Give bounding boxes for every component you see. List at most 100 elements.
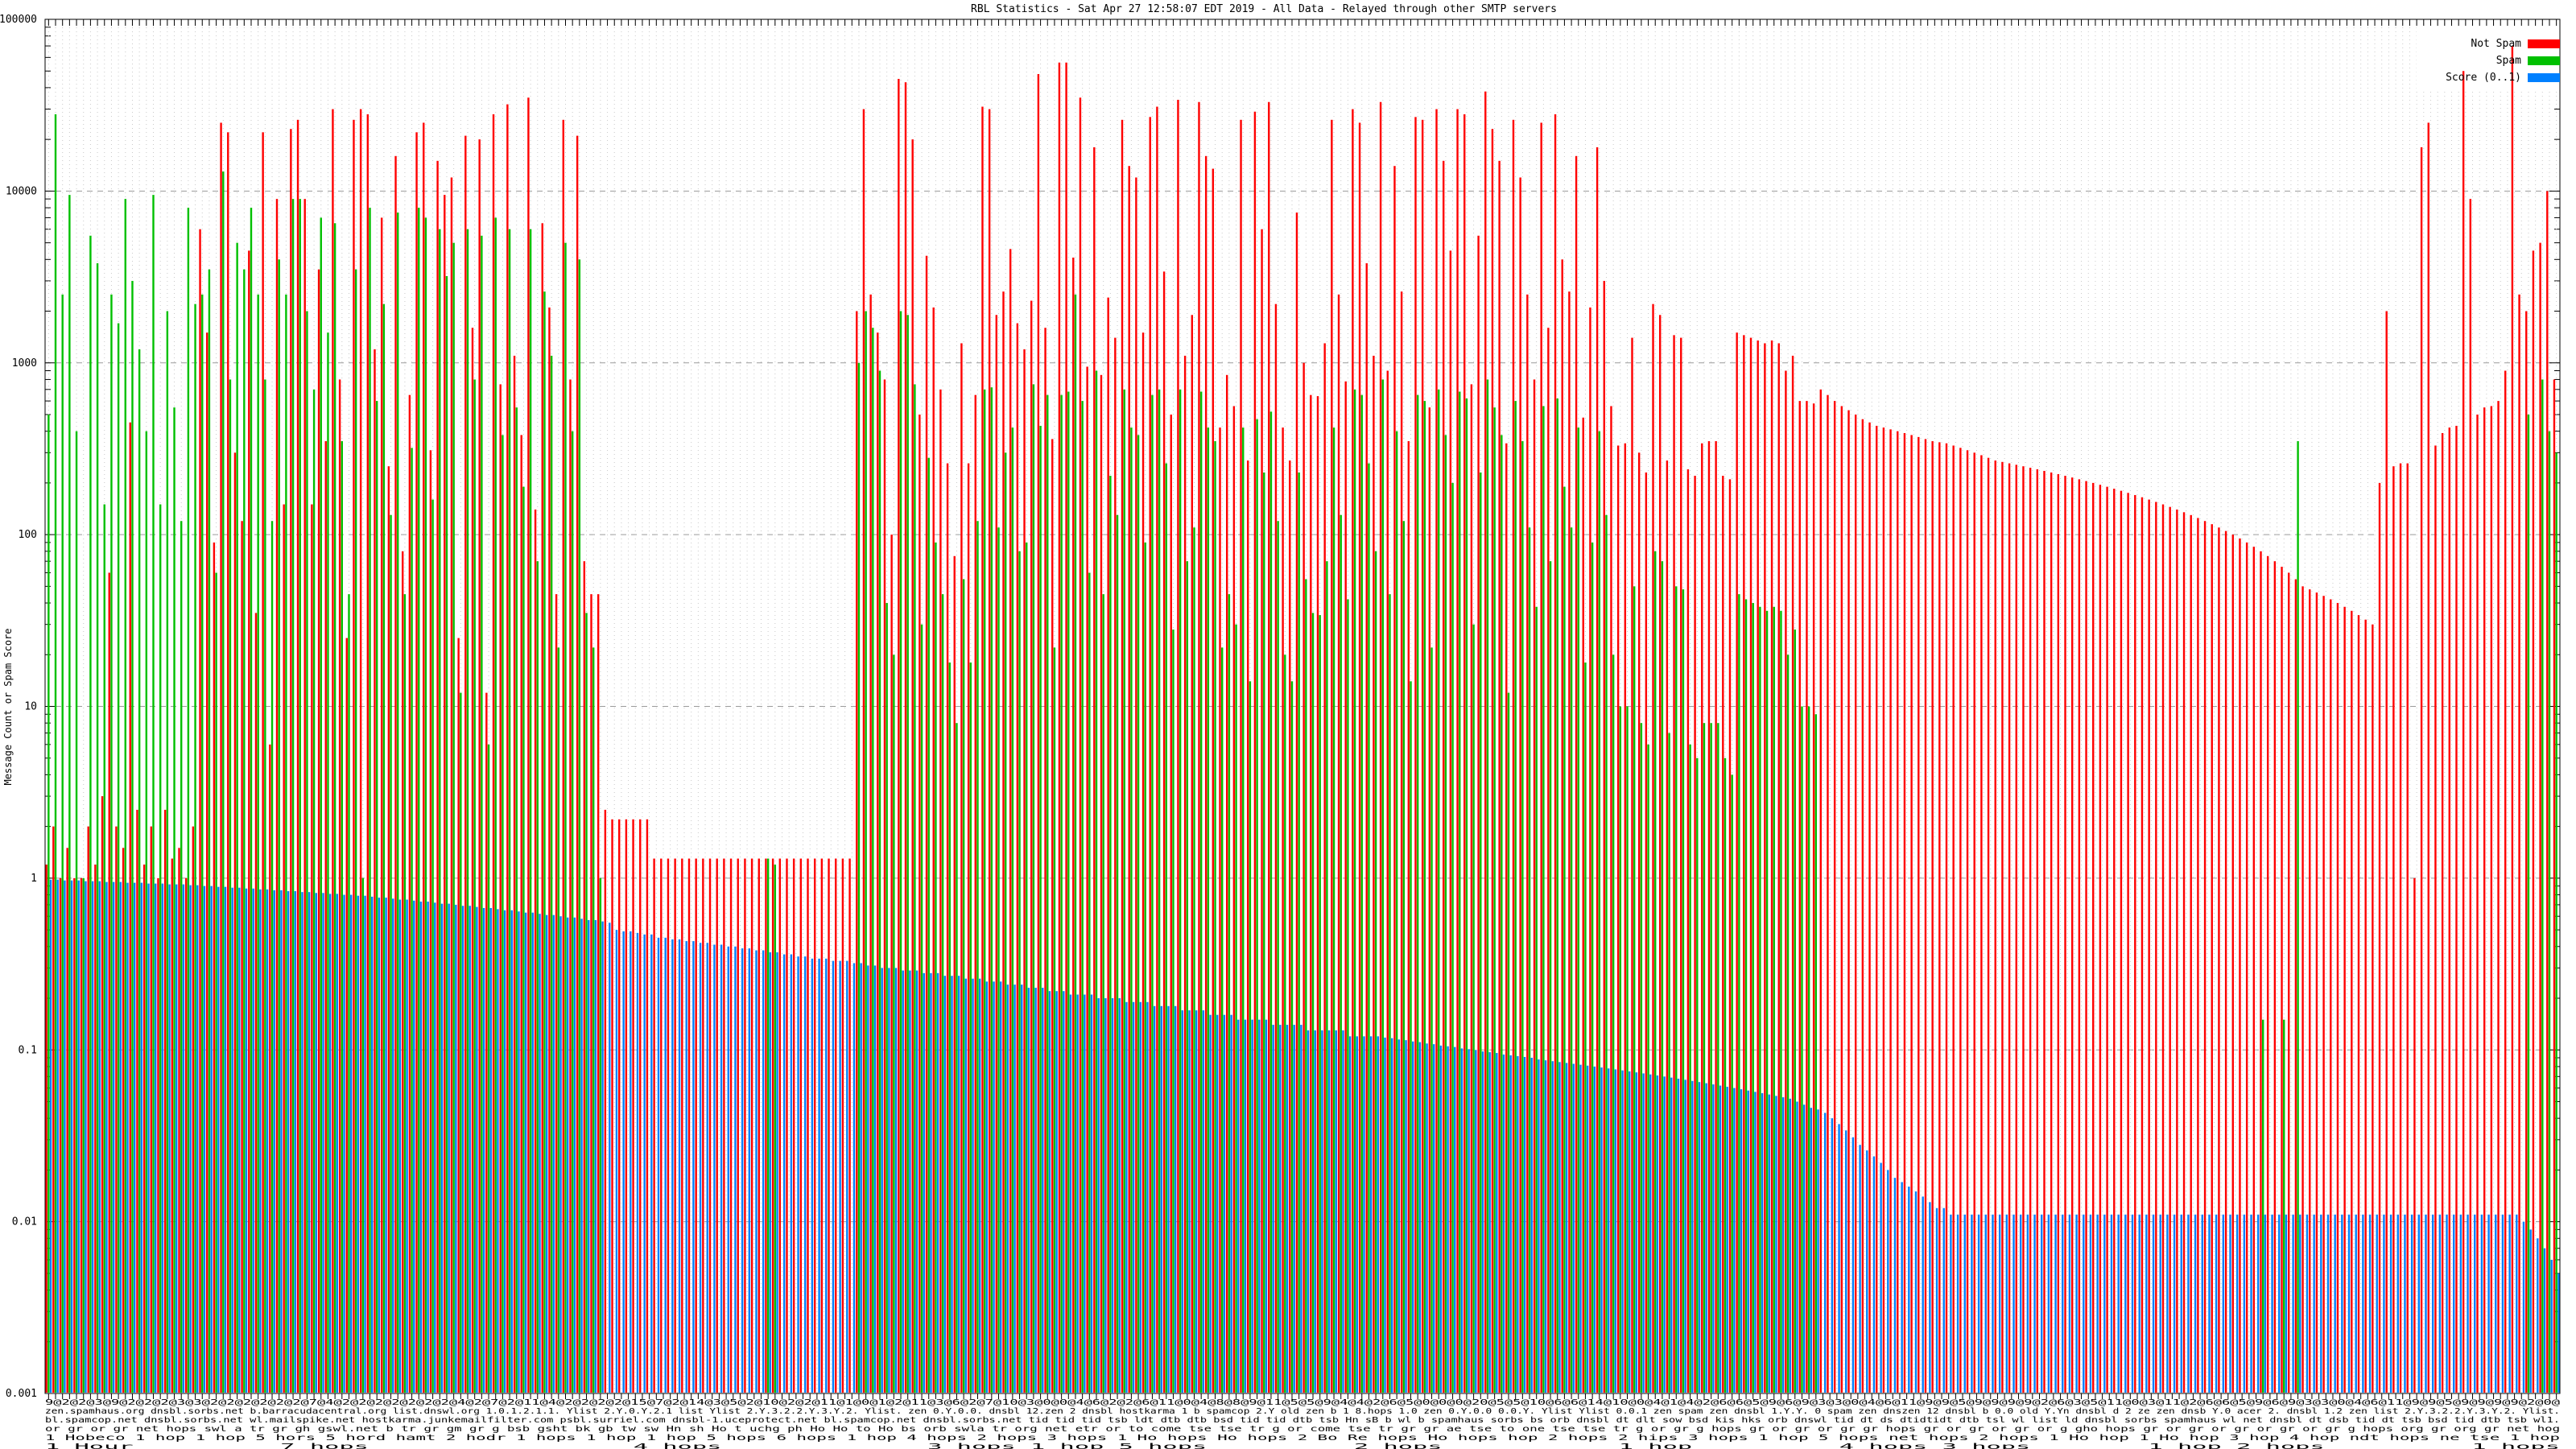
score-bar (2313, 1214, 2315, 1393)
spam-bar (1744, 599, 1748, 1393)
score-bar (1971, 1214, 1973, 1393)
spam-bar (1095, 370, 1098, 1393)
not-spam-bar (2140, 497, 2144, 1393)
score-bar (2229, 1214, 2231, 1393)
not-spam-bar (1449, 250, 1452, 1393)
not-spam-bar (1128, 166, 1130, 1393)
score-bar (1279, 1025, 1282, 1393)
not-spam-bar (2169, 506, 2171, 1393)
spam-bar (508, 229, 511, 1393)
spam-bar (452, 242, 455, 1393)
not-spam-bar (199, 229, 201, 1393)
not-spam-bar (220, 122, 222, 1393)
score-bar (328, 894, 332, 1393)
score-bar (2487, 1214, 2490, 1393)
score-bar (1006, 985, 1009, 1393)
score-bar (930, 972, 932, 1393)
score-bar (322, 893, 324, 1393)
spam-bar (138, 349, 141, 1393)
score-bar (1475, 1050, 1477, 1393)
not-spam-bar (2406, 463, 2409, 1393)
not-spam-bar (1156, 106, 1158, 1393)
not-spam-bar (73, 877, 76, 1393)
not-spam-bar (290, 129, 292, 1393)
score-bar (713, 944, 716, 1393)
score-bar (1950, 1214, 1952, 1393)
not-spam-bar (436, 160, 439, 1393)
score-bar (1468, 1049, 1470, 1393)
not-spam-bar (2343, 606, 2346, 1393)
spam-bar (47, 414, 50, 1393)
score-bar (1460, 1048, 1463, 1393)
score-bar (846, 960, 848, 1393)
not-spam-bar (716, 858, 718, 1393)
not-spam-bar (1079, 97, 1082, 1393)
score-bar (573, 917, 576, 1393)
score-bar (643, 934, 646, 1393)
not-spam-bar (1680, 337, 1682, 1393)
score-bar (161, 883, 164, 1393)
not-spam-bar (1442, 160, 1445, 1393)
x-axis-label-row: 1 Hobeco 1 hop 1 hop 5 hors 5 hord hamt … (45, 1434, 2560, 1443)
score-bar (1000, 981, 1002, 1393)
not-spam-bar (2176, 509, 2178, 1393)
not-spam-bar (2057, 473, 2060, 1393)
not-spam-bar (1945, 443, 1948, 1393)
score-bar (2096, 1214, 2099, 1393)
not-spam-bar (625, 819, 628, 1393)
score-bar (2194, 1214, 2197, 1393)
spam-bar (1123, 389, 1125, 1393)
not-spam-bar (981, 106, 984, 1393)
spam-bar (54, 114, 57, 1393)
spam-bar (481, 235, 483, 1393)
score-bar (1181, 1010, 1184, 1393)
score-bar (503, 910, 506, 1393)
score-bar (434, 902, 436, 1393)
score-bar (1327, 1030, 1331, 1393)
score-bar (1272, 1025, 1274, 1393)
not-spam-bar (142, 864, 146, 1393)
spam-bar (1011, 427, 1014, 1393)
not-spam-bar (583, 561, 586, 1393)
score-bar (1377, 1036, 1380, 1393)
spam-bar (1724, 758, 1727, 1393)
spam-bar (270, 521, 274, 1393)
spam-bar (82, 877, 85, 1393)
not-spam-bar (94, 864, 97, 1393)
score-bar (2446, 1214, 2448, 1393)
not-spam-bar (2420, 147, 2423, 1393)
score-bar (1642, 1073, 1645, 1393)
spam-bar (557, 647, 560, 1393)
score-bar (923, 972, 925, 1393)
not-spam-bar (1819, 389, 1822, 1393)
score-bar (2341, 1214, 2343, 1393)
y-tick-label: 100 (19, 529, 37, 541)
not-spam-bar (184, 877, 188, 1393)
score-bar (1481, 1051, 1484, 1393)
not-spam-bar (485, 692, 488, 1393)
score-bar (1118, 998, 1121, 1393)
not-spam-bar (1812, 403, 1815, 1393)
score-bar (1063, 991, 1065, 1393)
not-spam-bar (80, 877, 83, 1393)
score-bar (1768, 1094, 1770, 1393)
not-spam-bar (2476, 414, 2479, 1393)
not-spam-bar (1722, 476, 1724, 1393)
not-spam-bar (758, 858, 760, 1393)
spam-bar (2541, 379, 2544, 1393)
not-spam-bar (708, 858, 712, 1393)
score-bar (2474, 1214, 2476, 1393)
not-spam-bar (492, 114, 495, 1393)
spam-bar (1053, 647, 1056, 1393)
not-spam-bar (2064, 476, 2066, 1393)
score-bar (2355, 1214, 2357, 1393)
spam-bar (1347, 599, 1349, 1393)
score-bar (839, 960, 841, 1393)
spam-bar (1556, 398, 1558, 1393)
not-spam-bar (2434, 445, 2437, 1393)
score-bar (678, 939, 681, 1393)
not-spam-bar (1463, 114, 1466, 1393)
spam-bar (306, 311, 308, 1393)
score-bar (566, 917, 569, 1393)
not-spam-bar (1980, 455, 1983, 1393)
